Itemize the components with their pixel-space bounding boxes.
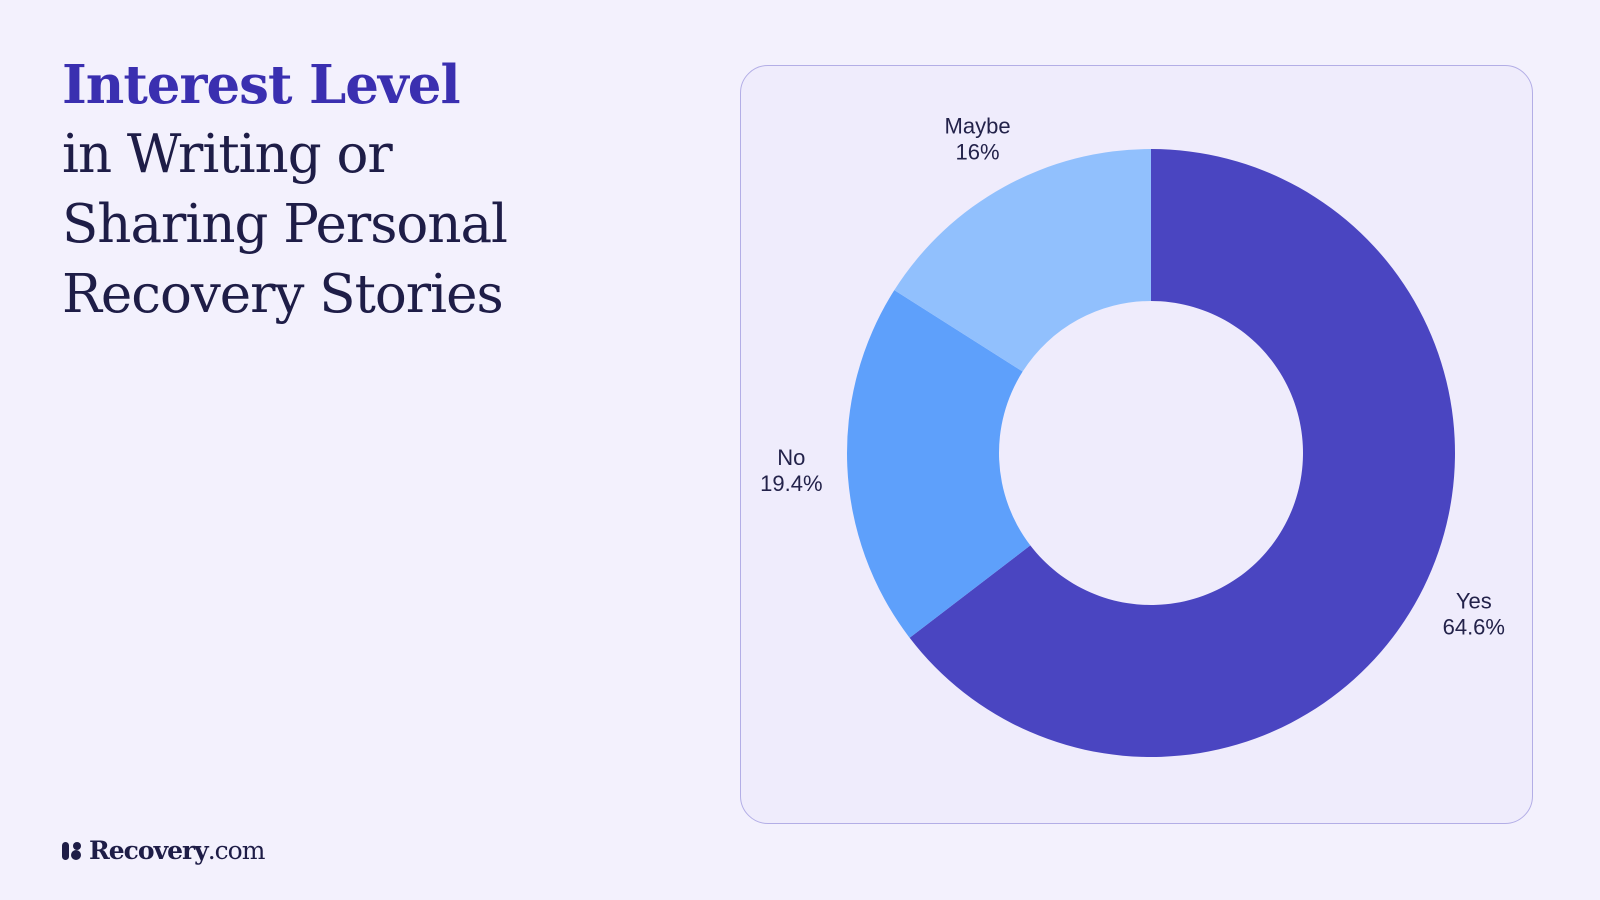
slice-value-maybe: 16% (956, 140, 1000, 165)
slice-value-no: 19.4% (760, 471, 822, 496)
title-line-3: Recovery Stories (62, 264, 504, 325)
slice-label-maybe: Maybe (945, 114, 1011, 139)
brand-name-suffix: .com (207, 836, 266, 865)
brand-name-main: Recovery (89, 836, 209, 865)
donut-slice-no (847, 290, 1031, 638)
chart-card: Yes 64.6% No 19.4% Maybe 16% (740, 65, 1533, 824)
slice-label-yes: Yes (1456, 588, 1492, 613)
recovery-logo-icon (62, 841, 81, 860)
brand-logo: Recovery.com (61, 836, 266, 865)
title-line-2: Sharing Personal (62, 194, 508, 255)
page-title: Interest Level in Writing or Sharing Per… (62, 50, 508, 330)
donut-slice-yes (909, 149, 1455, 757)
slice-value-yes: 64.6% (1443, 614, 1505, 639)
brand-name: Recovery.com (89, 836, 266, 865)
slice-label-no: No (777, 445, 805, 470)
donut-slice-maybe (894, 149, 1151, 372)
title-line-1: in Writing or (62, 124, 393, 185)
title-accent: Interest Level (62, 54, 461, 116)
